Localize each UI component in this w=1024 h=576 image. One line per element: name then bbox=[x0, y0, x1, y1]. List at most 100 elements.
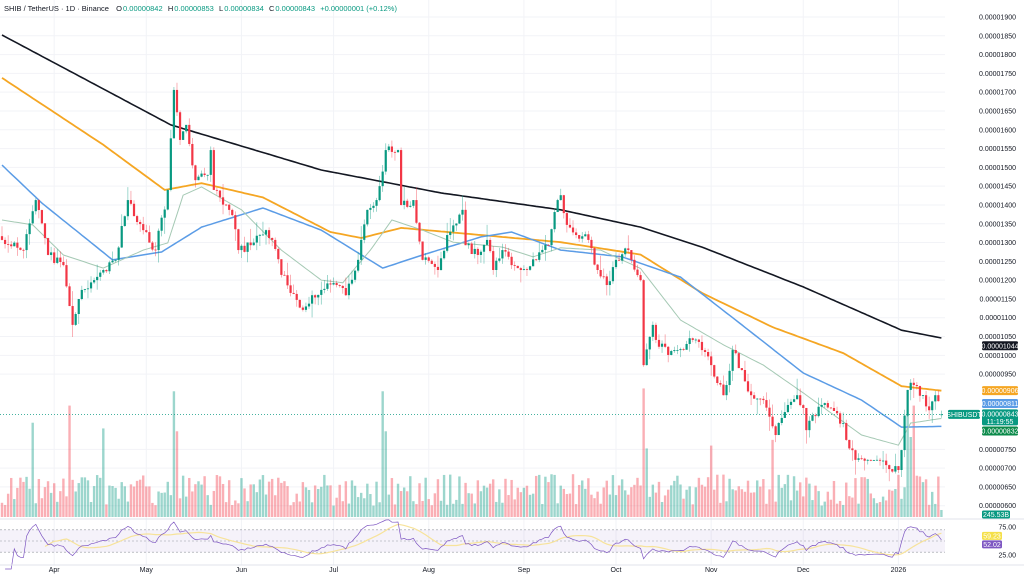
candle-body bbox=[384, 150, 387, 172]
candle-body bbox=[252, 242, 255, 246]
candle-body bbox=[271, 238, 274, 240]
candle-body bbox=[25, 234, 28, 251]
volume-bar bbox=[670, 485, 673, 517]
candle-body bbox=[811, 415, 814, 421]
candle-body bbox=[326, 283, 329, 289]
volume-bar bbox=[559, 485, 562, 517]
candle-body bbox=[903, 415, 906, 451]
candle-body bbox=[792, 399, 796, 402]
candle-body bbox=[7, 244, 10, 245]
volume-bar bbox=[108, 485, 111, 517]
volume-bar bbox=[725, 501, 728, 517]
candle-body bbox=[596, 264, 599, 270]
candle-body bbox=[225, 204, 228, 206]
candle-body bbox=[768, 407, 771, 417]
volume-bar bbox=[510, 479, 513, 517]
symbol-title[interactable]: SHIB / TetherUS · 1D · Binance bbox=[4, 4, 109, 13]
volume-bar bbox=[851, 497, 854, 517]
candle-body bbox=[528, 266, 532, 270]
candle-body bbox=[713, 365, 716, 377]
volume-bar bbox=[848, 496, 851, 517]
candle-body bbox=[301, 307, 304, 310]
candle-body bbox=[909, 382, 912, 390]
candle-body bbox=[510, 256, 513, 266]
candle-body bbox=[387, 146, 390, 151]
candle-body bbox=[16, 242, 19, 248]
candle-body bbox=[765, 400, 768, 408]
price-axis-label: 0.00001400 bbox=[979, 202, 1016, 209]
candle-body bbox=[166, 189, 169, 210]
candle-body bbox=[114, 259, 117, 261]
candle-body bbox=[289, 285, 292, 293]
current-price-tag: 0.00000843 bbox=[982, 411, 1019, 418]
volume-bar bbox=[145, 486, 148, 517]
volume-bar bbox=[215, 475, 219, 517]
volume-bar bbox=[277, 477, 280, 517]
volume-bar bbox=[378, 502, 381, 517]
candle-body bbox=[458, 214, 461, 224]
ma200-line bbox=[1, 34, 942, 339]
candle-body bbox=[338, 285, 341, 286]
volume-bar bbox=[716, 474, 719, 517]
candle-body bbox=[283, 274, 286, 276]
volume-bar bbox=[65, 496, 68, 517]
rsi-tag-bg bbox=[982, 540, 1002, 549]
price-axis-label: 0.00001150 bbox=[980, 296, 1017, 303]
candle-body bbox=[501, 250, 504, 259]
volume-bar bbox=[424, 477, 427, 517]
volume-bar bbox=[117, 498, 120, 517]
candle-body bbox=[642, 280, 645, 366]
candle-body bbox=[43, 223, 47, 239]
candle-body bbox=[593, 248, 596, 265]
volume-bar bbox=[188, 477, 191, 517]
volume-bar bbox=[516, 487, 519, 517]
volume-bar bbox=[267, 481, 271, 517]
low-value: 0.00000834 bbox=[224, 4, 264, 13]
candle-body bbox=[264, 230, 268, 235]
volume-bar bbox=[897, 474, 900, 517]
candle-body bbox=[679, 349, 682, 351]
candle-body bbox=[375, 200, 378, 206]
candle-body bbox=[556, 200, 559, 213]
volume-bar bbox=[350, 480, 354, 517]
volume-bar bbox=[243, 488, 246, 517]
time-axis-label: Sep bbox=[518, 567, 531, 574]
volume-bar bbox=[439, 500, 443, 517]
volume-bar bbox=[513, 499, 516, 517]
candle-body bbox=[544, 244, 547, 250]
volume-bar bbox=[209, 504, 212, 517]
axes[interactable]: 0.00001900 0.00001850 0.00001800 0.00001750… bbox=[0, 14, 1024, 574]
candle-body bbox=[872, 459, 875, 461]
volume-bar bbox=[691, 504, 694, 517]
rsi-panel[interactable] bbox=[0, 519, 945, 570]
volume-bar bbox=[799, 482, 802, 517]
volume-bar bbox=[666, 489, 670, 517]
candle-body bbox=[759, 398, 762, 400]
time-axis-label: 2026 bbox=[891, 567, 907, 574]
candle-body bbox=[142, 224, 145, 231]
candle-body bbox=[814, 415, 817, 417]
candle-body bbox=[372, 205, 375, 208]
volume-bar bbox=[584, 488, 587, 517]
volume-bar bbox=[240, 478, 243, 517]
candle-body bbox=[869, 459, 872, 461]
price-axis-label: 0.00000750 bbox=[979, 447, 1016, 454]
volume-bar bbox=[676, 475, 679, 517]
volume-bar bbox=[832, 480, 836, 517]
symbol-tag: SHIBUSDT bbox=[946, 412, 982, 419]
volume-bar bbox=[120, 482, 123, 517]
volume-bar bbox=[151, 502, 154, 517]
volume-bar bbox=[875, 503, 879, 517]
volume-bar bbox=[927, 504, 931, 517]
candle-body bbox=[157, 230, 160, 251]
candle-body bbox=[605, 276, 608, 286]
volume-bar bbox=[866, 478, 869, 517]
volume-bar bbox=[160, 492, 163, 517]
price-axis-label: 0.00000600 bbox=[979, 503, 1016, 510]
volume-bar bbox=[261, 475, 265, 517]
volume-bar bbox=[909, 437, 912, 517]
rsi-ma-line bbox=[44, 523, 942, 556]
volume-bar bbox=[657, 481, 661, 517]
candle-body bbox=[203, 173, 206, 175]
